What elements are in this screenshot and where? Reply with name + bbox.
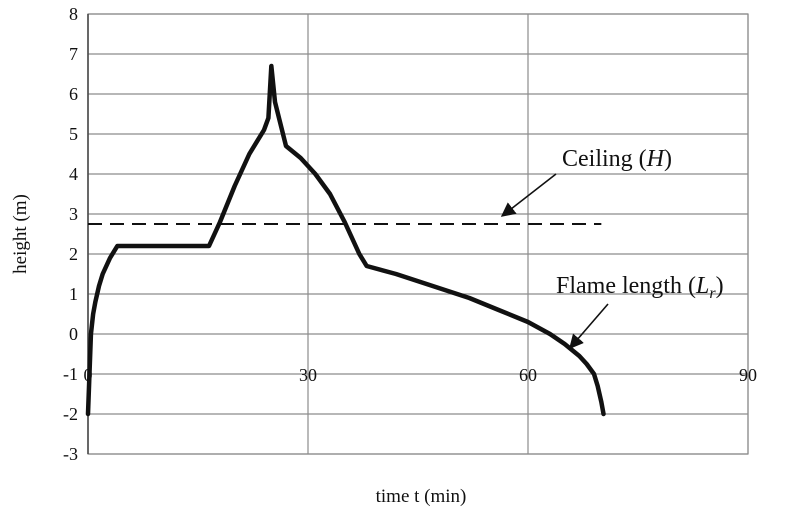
- y-tick-label: 7: [69, 44, 78, 64]
- y-tick-label: 3: [69, 204, 78, 224]
- y-tick-label: 4: [69, 164, 78, 184]
- flame-length-annotation: Flame length (Lr): [556, 273, 724, 302]
- y-tick-label: -1: [63, 364, 78, 384]
- x-tick-label: 30: [299, 365, 317, 385]
- y-tick-label: 2: [69, 244, 78, 264]
- y-tick-label: 8: [69, 4, 78, 24]
- y-tick-label: 0: [69, 324, 78, 344]
- x-tick-label: 90: [739, 365, 757, 385]
- y-tick-label: 6: [69, 84, 78, 104]
- y-axis-title: height (m): [10, 194, 31, 274]
- x-axis-title: time t (min): [376, 486, 467, 507]
- flame-length-series-line: [85, 63, 606, 417]
- x-tick-label: 0: [84, 365, 93, 385]
- y-tick-label: 5: [69, 124, 78, 144]
- annotation-arrows: [500, 173, 609, 350]
- grid: [87, 13, 749, 455]
- tick-labels: -3 -2 -1 0 1 2 3 4 5 6 7 8 0 30 60 90: [63, 4, 757, 464]
- series-layer: [85, 63, 606, 417]
- plot-frame: [87, 13, 749, 455]
- flame-length-arrow: [569, 303, 609, 350]
- x-tick-label: 60: [519, 365, 537, 385]
- y-tick-label: -3: [63, 444, 78, 464]
- ceiling-arrow: [500, 173, 557, 217]
- ceiling-annotation: Ceiling (H): [562, 146, 672, 172]
- y-tick-label: 1: [69, 284, 78, 304]
- y-tick-label: -2: [63, 404, 78, 424]
